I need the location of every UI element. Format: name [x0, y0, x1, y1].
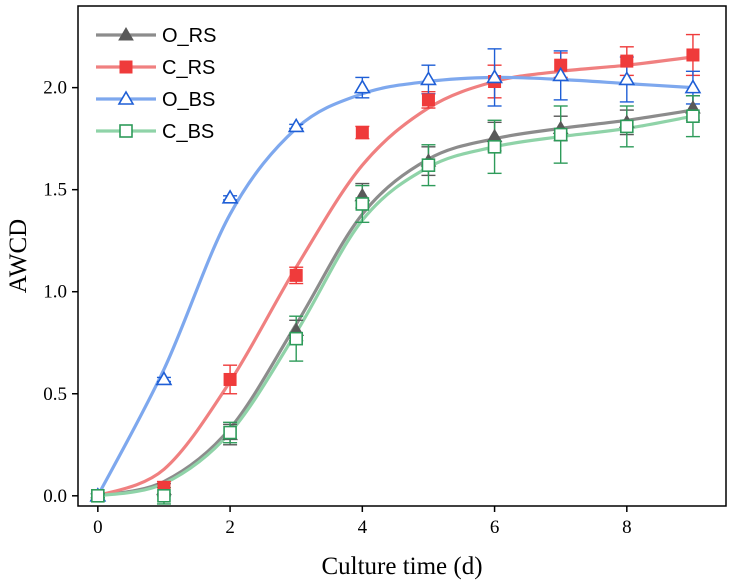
- point-c-bs: [487, 140, 502, 154]
- fit-curve-c-rs: [96, 55, 695, 498]
- y-axis-title: AWCD: [5, 219, 32, 293]
- point-o-bs: [420, 70, 437, 86]
- legend-label-o-rs: O_RS: [162, 25, 216, 47]
- point-o-bs: [618, 70, 636, 86]
- point-c-bs: [289, 331, 304, 346]
- point-c-rs: [355, 126, 369, 140]
- legend-marker-c-rs: [119, 60, 133, 74]
- legend-item-o-rs: O_RS: [96, 25, 216, 47]
- point-c-rs: [421, 93, 435, 107]
- point-c-rs: [686, 48, 700, 62]
- point-c-bs: [686, 109, 700, 124]
- legend-marker-c-bs: [119, 124, 133, 138]
- axes: 0 2 4 6 8 0.0 0.5 1.0 1.5 2.0: [43, 5, 727, 538]
- point-c-bs: [620, 119, 634, 134]
- legend-marker-o-rs: [118, 27, 134, 41]
- point-c-bs: [223, 425, 237, 440]
- point-c-bs: [355, 197, 370, 211]
- point-c-rs: [223, 372, 237, 386]
- legend-label-o-bs: O_BS: [162, 89, 215, 111]
- fit-curve-o-rs: [96, 108, 695, 498]
- point-c-bs: [421, 158, 436, 172]
- legend: O_RS C_RS O_BS C_BS: [96, 25, 216, 143]
- legend-item-c-bs: C_BS: [96, 121, 214, 143]
- y-tick-label: 2.0: [43, 78, 67, 99]
- point-o-bs: [287, 117, 305, 133]
- legend-item-c-rs: C_RS: [96, 57, 215, 79]
- point-o-bs: [684, 79, 702, 94]
- point-o-bs: [155, 370, 173, 386]
- x-axis-title: Culture time (d): [321, 553, 482, 580]
- point-c-bs: [91, 488, 105, 503]
- point-c-rs: [620, 54, 634, 68]
- y-tick-label: 1.5: [43, 180, 67, 201]
- x-tick-label: 2: [225, 517, 235, 538]
- x-tick-label: 8: [622, 517, 632, 538]
- point-o-bs: [353, 79, 371, 94]
- y-tick-label: 1.0: [43, 282, 67, 303]
- legend-label-c-bs: C_BS: [162, 121, 214, 143]
- x-tick-label: 0: [93, 517, 103, 538]
- point-o-bs: [486, 68, 503, 84]
- legend-item-o-bs: O_BS: [96, 89, 215, 111]
- point-o-bs: [552, 66, 570, 82]
- plot-frame: [77, 5, 727, 507]
- legend-marker-o-bs: [117, 90, 135, 105]
- point-c-rs: [289, 268, 303, 282]
- point-o-rs: [486, 128, 503, 143]
- point-c-bs: [157, 488, 171, 503]
- y-tick-label: 0.5: [43, 384, 67, 405]
- legend-label-c-rs: C_RS: [162, 57, 215, 79]
- point-o-bs: [221, 189, 239, 204]
- x-tick-label: 6: [490, 517, 500, 538]
- x-tick-label: 4: [358, 517, 368, 538]
- data-points: [89, 48, 702, 503]
- point-c-bs: [553, 127, 568, 142]
- y-tick-label: 0.0: [43, 486, 67, 507]
- fit-curve-c-bs: [96, 114, 695, 498]
